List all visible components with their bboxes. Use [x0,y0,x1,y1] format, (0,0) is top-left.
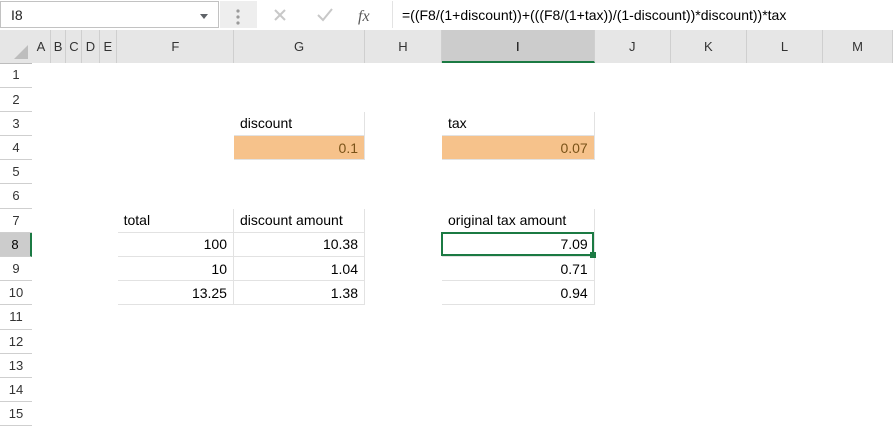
svg-text:fx: fx [358,8,370,25]
